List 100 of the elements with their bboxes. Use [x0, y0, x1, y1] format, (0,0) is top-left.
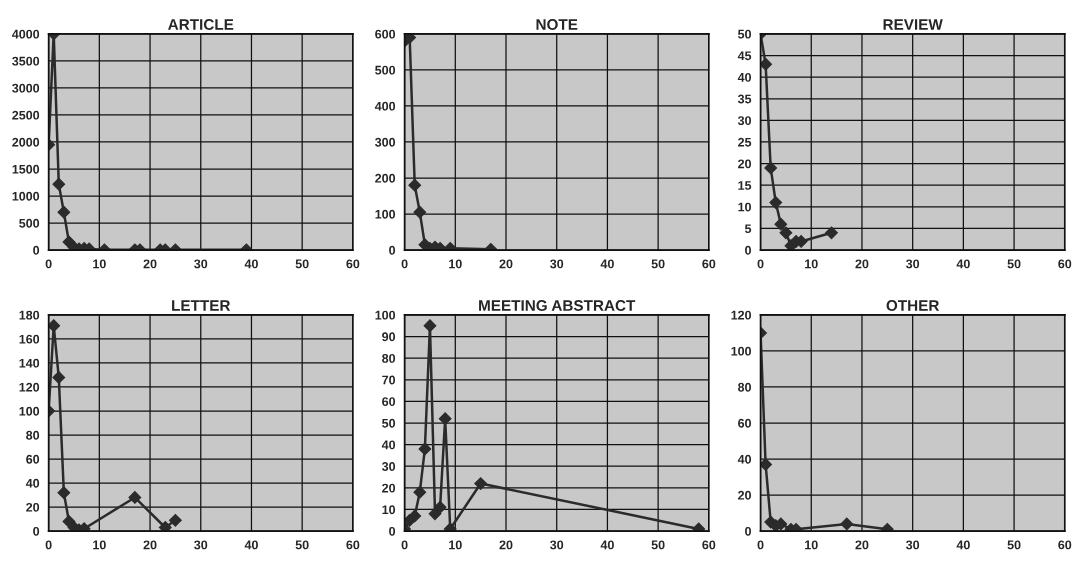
point: [418, 442, 432, 456]
x-tick-label: 0: [45, 540, 52, 550]
y-tick-label: 40: [737, 454, 752, 464]
y-tick-label: 120: [19, 382, 40, 392]
point: [52, 370, 66, 384]
x-tick-label: 30: [194, 540, 208, 550]
y-tick-label: 0: [745, 245, 752, 255]
y-tick-label: 0: [389, 526, 396, 536]
x-tick-label: 50: [651, 540, 665, 550]
x-tick-label: 0: [757, 540, 764, 550]
y-tick-label: 140: [19, 358, 40, 368]
x-tick-label: 20: [143, 259, 157, 269]
point: [48, 319, 61, 333]
x-tick-label: 10: [449, 259, 462, 269]
point: [404, 33, 417, 44]
x-tick-label: 30: [550, 540, 564, 550]
y-tick-label: 3500: [12, 56, 40, 66]
y-tick-label: 100: [19, 406, 40, 416]
y-tick-label: 10: [382, 505, 396, 515]
y-tick-label: 30: [737, 116, 752, 126]
x-tick-label: 0: [757, 259, 764, 269]
y-tick-label: 3000: [12, 83, 40, 93]
y-tick-label: 400: [374, 101, 396, 111]
point: [760, 458, 773, 471]
x-tick-label: 30: [906, 259, 920, 269]
y-tick-label: 4000: [12, 29, 40, 39]
chart-title: MEETING ABSTRACT: [479, 300, 636, 311]
point: [408, 509, 422, 523]
point: [760, 57, 773, 71]
x-tick-label: 20: [143, 540, 157, 550]
y-tick-label: 20: [738, 159, 752, 169]
x-tick-label: 40: [956, 540, 970, 550]
chart-title: ARTICLE: [168, 19, 234, 30]
point: [443, 522, 457, 532]
point: [774, 217, 788, 231]
y-tick-label: 40: [25, 478, 40, 488]
y-tick-label: 40: [381, 440, 396, 450]
x-tick-label: 30: [906, 540, 920, 550]
x-tick-label: 10: [805, 540, 818, 550]
y-tick-label: 1000: [12, 191, 40, 201]
y-tick-label: 160: [19, 334, 40, 344]
x-tick-label: 10: [449, 540, 462, 550]
y-tick-label: 300: [375, 137, 396, 147]
y-tick-label: 100: [731, 346, 752, 356]
y-tick-label: 600: [375, 29, 396, 39]
x-tick-label: 50: [651, 259, 665, 269]
point: [57, 486, 71, 500]
x-tick-label: 50: [295, 540, 309, 550]
chart-title: LETTER: [172, 300, 231, 311]
y-tick-label: 60: [738, 418, 752, 428]
y-tick-label: 80: [738, 382, 752, 392]
point: [57, 205, 71, 219]
y-tick-label: 100: [375, 209, 396, 219]
y-tick-label: 15: [738, 181, 752, 190]
y-tick-label: 0: [33, 245, 40, 255]
y-tick-label: 10: [738, 202, 752, 212]
x-tick-label: 0: [401, 259, 408, 269]
point: [474, 477, 488, 490]
x-tick-label: 40: [244, 540, 258, 550]
x-tick-label: 60: [702, 259, 716, 269]
y-tick-label: 50: [738, 29, 752, 39]
y-tick-label: 20: [382, 483, 396, 493]
x-tick-label: 60: [1058, 259, 1072, 269]
y-tick-label: 45: [737, 51, 752, 61]
y-tick-label: 90: [382, 332, 396, 342]
point: [779, 226, 793, 240]
x-tick-label: 60: [1058, 540, 1072, 550]
point: [433, 500, 447, 514]
x-tick-label: 40: [600, 259, 614, 269]
y-tick-label: 80: [382, 353, 396, 363]
y-tick-label: 80: [26, 430, 40, 440]
point: [408, 178, 422, 192]
point: [692, 522, 706, 532]
y-tick-label: 200: [375, 173, 396, 183]
y-tick-label: 60: [26, 454, 40, 464]
chart-title: NOTE: [536, 19, 578, 30]
y-tick-label: 100: [375, 310, 396, 320]
point: [764, 161, 778, 175]
x-tick-label: 0: [45, 259, 52, 269]
x-tick-label: 40: [244, 259, 258, 269]
x-tick-label: 20: [499, 259, 513, 269]
chart-title: OTHER: [886, 300, 940, 311]
point: [52, 177, 66, 191]
x-tick-label: 40: [600, 540, 614, 550]
y-tick-label: 1500: [12, 164, 40, 174]
x-tick-label: 60: [346, 259, 360, 269]
y-tick-label: 50: [382, 418, 396, 428]
y-tick-label: 35: [737, 94, 752, 104]
x-tick-label: 50: [295, 259, 309, 269]
y-tick-label: 120: [731, 310, 752, 320]
point: [438, 412, 452, 426]
x-tick-label: 0: [401, 540, 408, 550]
x-tick-label: 20: [499, 540, 513, 550]
x-tick-label: 10: [93, 259, 106, 269]
x-tick-label: 50: [1007, 259, 1021, 269]
x-tick-label: 20: [855, 259, 869, 269]
x-tick-label: 30: [194, 259, 208, 269]
y-tick-label: 20: [738, 490, 752, 500]
point: [825, 226, 838, 240]
point: [128, 491, 142, 504]
